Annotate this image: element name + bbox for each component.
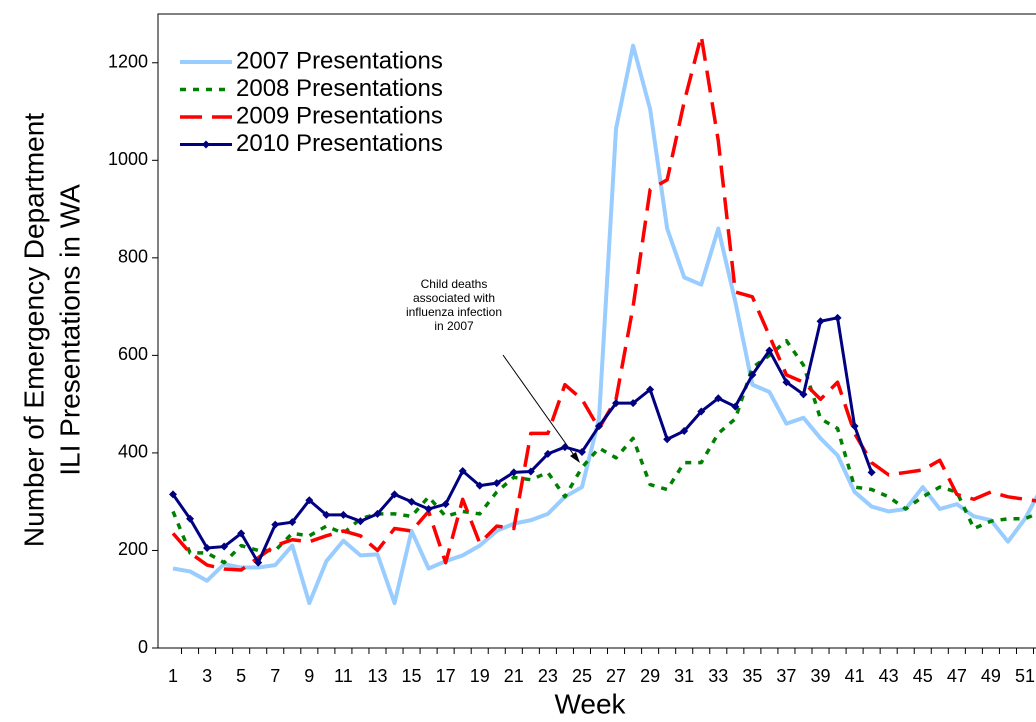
point-marker [560,443,569,452]
point-marker [390,490,399,499]
point-marker [612,399,621,408]
x-tick-label: 29 [640,666,660,686]
point-marker [850,422,859,431]
point-marker [169,490,177,499]
point-marker [799,390,808,399]
x-tick-label: 27 [606,666,626,686]
point-marker [424,505,433,514]
point-marker [816,317,825,326]
point-marker [509,468,518,477]
point-marker [833,313,842,322]
annotation-arrow [502,354,577,459]
point-marker [714,394,723,403]
x-tick-label: 25 [572,666,592,686]
legend-marker [202,140,210,149]
x-tick-label: 51 [1015,666,1035,686]
point-marker [765,346,774,355]
annotation-text: in 2007 [434,319,474,333]
x-tick-label: 11 [334,666,353,686]
x-tick-label: 35 [742,666,762,686]
point-marker [458,466,467,475]
y-tick-label: 400 [118,442,148,462]
series-line [171,339,1036,565]
x-tick-label: 19 [470,666,490,686]
y-tick-label: 1200 [108,52,148,72]
x-tick-label: 47 [947,666,967,686]
x-axis-title: Week [554,688,626,719]
x-tick-label: 39 [811,666,831,686]
point-marker [356,517,365,526]
point-marker [237,529,246,538]
x-tick-label: 13 [367,666,387,686]
point-marker [322,510,331,519]
x-tick-label: 33 [708,666,728,686]
point-marker [697,407,706,416]
x-tick-label: 3 [202,666,212,686]
x-tick-label: 49 [981,666,1001,686]
x-tick-label: 45 [913,666,933,686]
annotation-arrowhead [570,452,580,463]
point-marker [373,509,382,518]
x-tick-label: 37 [776,666,796,686]
point-marker [305,496,314,505]
point-marker [646,385,655,394]
point-marker [407,497,416,506]
x-tick-label: 15 [402,666,422,686]
point-marker [867,468,876,477]
point-marker [288,518,297,527]
legend-label: 2010 Presentations [236,130,443,157]
point-marker [271,520,280,529]
point-marker [254,558,263,567]
point-marker [731,402,740,411]
x-tick-label: 31 [674,666,694,686]
x-tick-label: 5 [236,666,246,686]
x-tick-label: 1 [168,666,178,686]
point-marker [663,435,672,444]
point-marker [186,514,195,523]
point-marker [748,370,757,379]
point-marker [220,542,229,551]
y-tick-label: 200 [118,539,148,559]
point-marker [441,500,450,509]
annotation-text: associated with [413,291,495,305]
point-marker [526,467,535,476]
y-axis-title: Number of Emergency Department ILI Prese… [18,113,85,547]
point-marker [339,510,348,519]
x-tick-label: 41 [845,666,865,686]
point-marker [680,426,689,435]
x-tick-label: 21 [504,666,524,686]
x-tick-label: 43 [879,666,899,686]
point-marker [475,481,484,490]
point-marker [492,479,501,488]
point-marker [203,544,212,553]
plot-frame [157,13,1036,649]
x-tick-label: 7 [270,666,280,686]
x-tick-label: 17 [436,666,456,686]
legend-label: 2007 Presentations [236,47,443,74]
x-tick-label: 9 [304,666,314,686]
annotation-text: Child deaths [421,277,488,291]
y-tick-label: 1000 [108,149,148,169]
y-axis-title-line: Number of Emergency Department [18,113,49,547]
series-line [172,43,1036,606]
point-marker [543,449,552,458]
point-marker [782,378,791,387]
point-marker [577,447,586,456]
y-tick-label: 0 [138,637,148,657]
plot-area [169,34,1036,606]
legend-label: 2008 Presentations [236,75,443,102]
y-axis-title-line: ILI Presentations in WA [54,184,85,476]
legend-label: 2009 Presentations [236,102,443,129]
point-marker [595,422,603,431]
annotation-text: influenza infection [406,305,502,319]
point-marker [629,399,638,408]
x-tick-label: 23 [538,666,558,686]
y-tick-label: 600 [118,344,148,364]
y-tick-label: 800 [118,247,148,267]
